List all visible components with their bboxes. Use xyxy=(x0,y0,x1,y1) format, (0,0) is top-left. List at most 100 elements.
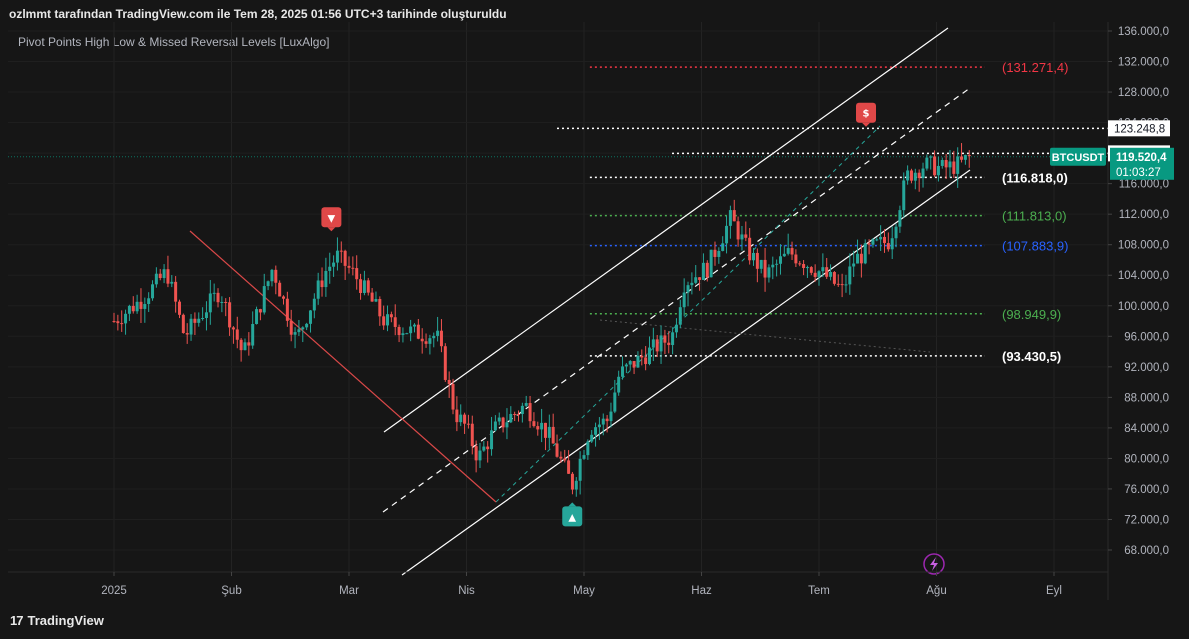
last-price-box xyxy=(1110,147,1174,180)
candle-body xyxy=(393,317,397,327)
candle-body xyxy=(759,259,763,269)
candle-body xyxy=(628,361,632,365)
top-bar: ozlmmt tarafından TradingView.com ile Te… xyxy=(0,0,1189,28)
candle-body xyxy=(763,259,767,278)
candle-body xyxy=(802,264,806,269)
candle-body xyxy=(752,252,756,261)
candle-body xyxy=(289,320,293,335)
candle-body xyxy=(771,264,775,268)
candle-body xyxy=(470,423,474,447)
candle-body xyxy=(432,335,436,339)
candle-body xyxy=(794,254,798,264)
marker-pointer xyxy=(568,502,577,507)
candle-body xyxy=(555,443,559,457)
candle-body xyxy=(497,417,501,422)
price-axis-label-bg xyxy=(1108,120,1170,137)
candle-body xyxy=(967,155,971,157)
candle-body xyxy=(328,266,332,271)
candle-body xyxy=(424,341,428,344)
candle-body xyxy=(663,335,667,343)
candle-body xyxy=(547,426,551,438)
candle-body xyxy=(520,405,524,415)
candle-body xyxy=(594,427,598,435)
candle-body xyxy=(401,333,405,336)
candle-body xyxy=(170,281,174,284)
candle-body xyxy=(197,318,201,323)
candle-body xyxy=(879,236,883,240)
candle-body xyxy=(389,314,393,318)
price-tick-label: 76.000,0 xyxy=(1124,484,1169,496)
time-tick-label: Tem xyxy=(808,585,830,597)
candle-body xyxy=(416,324,420,339)
pivot-low-marker xyxy=(562,506,583,527)
indicator-name[interactable]: Pivot Points High Low & Missed Reversal … xyxy=(18,35,330,49)
last-price-label: 119.520,4 xyxy=(1116,152,1167,164)
candle-body xyxy=(428,338,432,344)
candle-body xyxy=(351,267,355,269)
pivot-connector-line xyxy=(189,230,497,503)
candle-body xyxy=(832,272,836,284)
candle-body xyxy=(335,250,339,263)
price-axis-bg xyxy=(1108,0,1189,600)
candle-body xyxy=(709,249,713,278)
candle-body xyxy=(189,318,193,335)
candle-body xyxy=(420,338,424,342)
candle-body xyxy=(805,267,809,269)
candle-body xyxy=(632,361,636,368)
candle-body xyxy=(913,172,917,181)
candle-body xyxy=(859,253,863,264)
candle-body xyxy=(255,309,259,324)
candle-body xyxy=(617,376,621,393)
candle-body xyxy=(917,172,921,179)
candle-body xyxy=(698,277,702,280)
candle-body xyxy=(852,263,856,267)
candle-body xyxy=(621,366,625,377)
candle-body xyxy=(647,347,651,365)
candle-body xyxy=(929,156,933,158)
candle-body xyxy=(324,270,328,288)
candle-body xyxy=(825,267,829,277)
candle-body xyxy=(936,165,940,176)
candle-body xyxy=(836,283,840,285)
candle-body xyxy=(829,272,833,277)
missed-reversal-line xyxy=(599,319,931,353)
candle-body xyxy=(728,210,732,226)
candle-body xyxy=(590,434,594,442)
candles xyxy=(112,143,971,497)
candle-body xyxy=(201,317,205,319)
candle-body xyxy=(220,302,224,304)
candle-body xyxy=(439,330,443,347)
pivot-markers: ▼ ▲ $ xyxy=(321,102,945,575)
candle-body xyxy=(748,237,752,261)
candle-body xyxy=(154,273,158,285)
candle-body xyxy=(251,323,255,346)
candle-body xyxy=(597,424,601,428)
candle-body xyxy=(813,272,817,277)
candle-body xyxy=(713,249,717,257)
candle-body xyxy=(821,267,825,272)
candle-body xyxy=(166,269,170,284)
candle-body xyxy=(382,316,386,326)
candle-body xyxy=(701,262,705,280)
price-axis: 136.000,0132.000,0128.000,0124.000,0120.… xyxy=(1107,0,1189,600)
candle-body xyxy=(671,332,675,346)
candle-body xyxy=(147,298,151,305)
price-tick-label: 104.000,0 xyxy=(1118,270,1169,282)
candle-body xyxy=(308,310,312,324)
candle-body xyxy=(678,307,682,325)
candle-body xyxy=(212,292,216,294)
candle-body xyxy=(386,314,390,326)
candle-body xyxy=(412,324,416,327)
candle-body xyxy=(567,460,571,474)
candle-body xyxy=(736,221,740,240)
candle-body xyxy=(278,282,282,297)
candle-body xyxy=(127,305,131,314)
candle-body xyxy=(786,248,790,254)
candle-body xyxy=(778,256,782,264)
candle-body xyxy=(243,342,247,351)
candle-body xyxy=(574,480,578,490)
pivot-level-label: (98.949,9) xyxy=(1002,307,1061,322)
candle-body xyxy=(474,446,478,461)
tradingview-logo[interactable]: 17 TradingView xyxy=(10,613,104,628)
